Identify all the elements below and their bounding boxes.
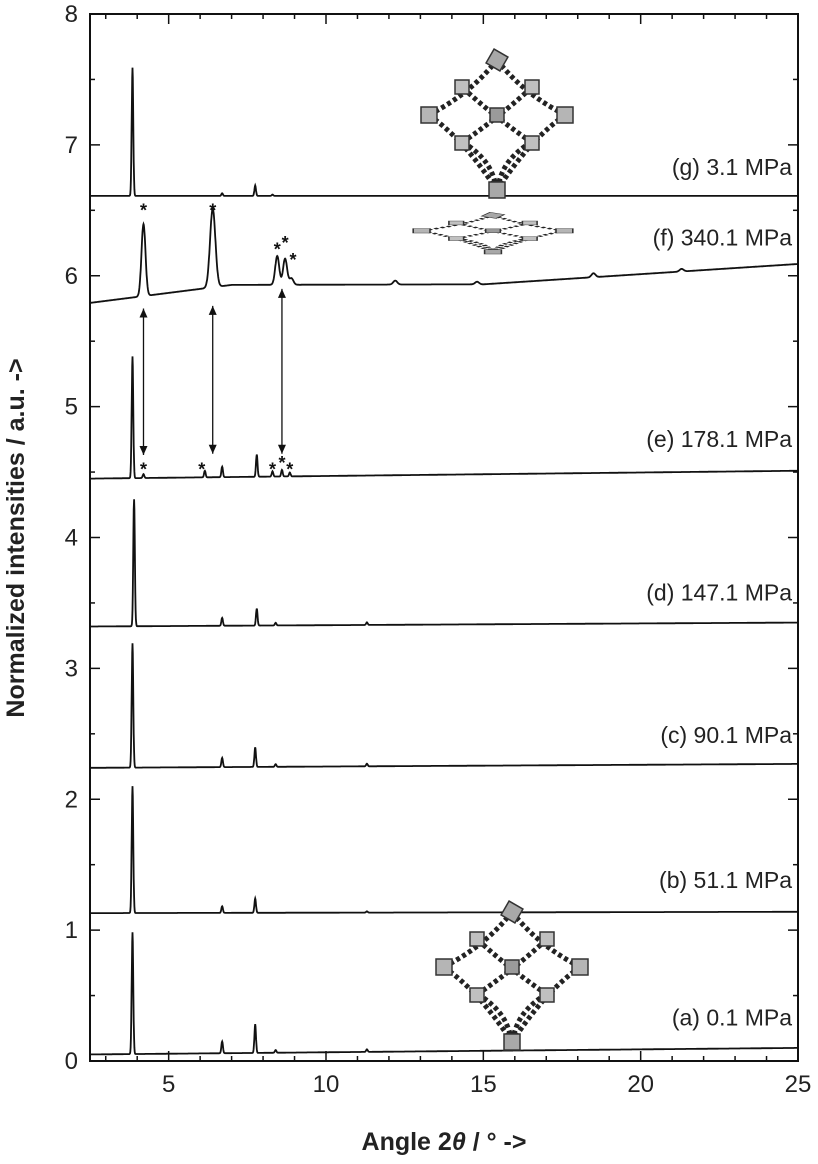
y-tick-label: 3 [65,655,78,682]
arrow-head-down [208,444,217,454]
x-tick-label: 25 [785,1071,812,1098]
curve-label-7: (g) 3.1 MPa [672,154,792,180]
curve-1 [90,932,798,1056]
arrow-head-down [139,446,148,456]
x-tick-label: 5 [162,1071,175,1098]
x-tick-label: 20 [627,1071,654,1098]
peak-marks: * ** *** * * * * [139,200,296,480]
y-tick-label: 7 [65,132,78,159]
y-tick-label: 0 [65,1048,78,1075]
peak-star: * [140,200,147,220]
curve-7 [90,67,798,197]
x-tick-label: 15 [470,1071,497,1098]
curve-6 [90,206,798,304]
y-tick-label: 6 [65,263,78,290]
curve-label-1: (a) 0.1 MPa [672,1005,792,1031]
peak-star: * [289,250,296,270]
structure-inset-bottom [436,901,588,1050]
peak-star: * [140,460,147,480]
curve-label-5: (e) 178.1 MPa [646,426,792,452]
y-axis-title: Normalized intensities / a.u. -> [2,358,30,717]
peak-star: * [198,460,205,480]
structure-inset-top [421,49,573,198]
curve-4 [90,499,798,628]
curve-3 [90,643,798,769]
y-tick-label: 1 [65,917,78,944]
y-tick-label: 5 [65,394,78,421]
peak-star: * [282,233,289,253]
axis-ticks: 5 10 15 20 25 0 1 2 3 4 5 6 7 8 [65,1,812,1098]
arrow-head-down [277,444,286,454]
peak-star: * [209,200,216,220]
y-tick-label: 8 [65,1,78,28]
curve-labels: (a) 0.1 MPa (b) 51.1 MPa (c) 90.1 MPa (d) 1… [646,154,792,1031]
peak-star: * [278,453,285,473]
structure-inset-compressed [413,212,573,254]
arrow-head-up [208,305,217,315]
arrow-head-up [277,288,286,298]
y-tick-label: 2 [65,786,78,813]
peak-star: * [286,460,293,480]
curve-2 [90,786,798,914]
peak-star: * [274,240,281,260]
curve-label-2: (b) 51.1 MPa [659,867,792,893]
curve-5 [90,356,798,480]
curve-label-4: (d) 147.1 MPa [646,579,792,605]
curve-label-3: (c) 90.1 MPa [660,722,792,748]
peak-star: * [269,460,276,480]
curve-label-6: (f) 340.1 MPa [653,225,793,251]
curves [90,67,798,1056]
arrow-head-up [139,308,148,318]
y-tick-label: 4 [65,525,78,552]
x-axis-title: Angle 2θ / ° -> [362,1128,527,1156]
x-tick-label: 10 [313,1071,340,1098]
